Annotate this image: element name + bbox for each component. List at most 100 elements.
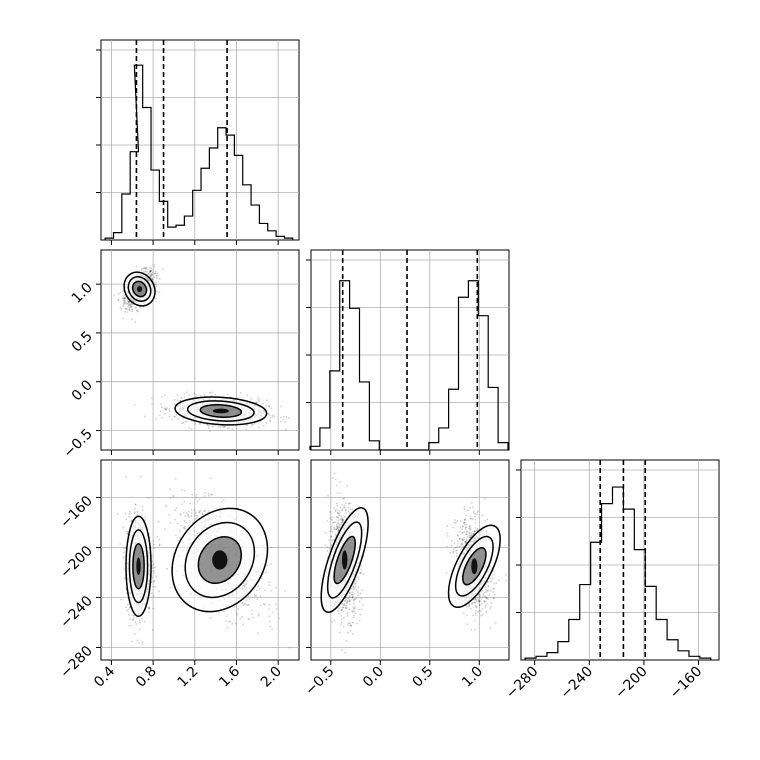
scatter-point (338, 510, 341, 512)
scatter-point (198, 498, 201, 501)
scatter-point (152, 563, 155, 566)
scatter-point (113, 294, 116, 297)
scatter-point (163, 528, 166, 530)
scatter-point (268, 584, 271, 587)
scatter-point (343, 506, 345, 508)
scatter-point (341, 507, 344, 510)
scatter-point (461, 528, 463, 531)
scatter-point (186, 512, 188, 515)
scatter-point (247, 618, 250, 621)
scatter-point (184, 515, 187, 518)
scatter-point (330, 528, 333, 531)
scatter-point (331, 516, 334, 519)
scatter-point (459, 520, 462, 522)
scatter-point (176, 522, 179, 525)
scatter-point (123, 577, 126, 580)
scatter-point (152, 569, 155, 572)
scatter-point (164, 504, 167, 507)
scatter-point (336, 523, 338, 526)
scatter-point (128, 306, 131, 309)
scatter-point (224, 425, 227, 428)
scatter-point (454, 521, 457, 524)
scatter-point (175, 414, 178, 416)
scatter-point (152, 595, 155, 597)
scatter-point (264, 589, 266, 592)
scatter-point (137, 310, 140, 313)
scatter-point (352, 632, 354, 635)
scatter-point (337, 528, 340, 531)
scatter-point (474, 612, 477, 615)
y-tick-label: −160 (57, 493, 96, 532)
scatter-point (151, 629, 154, 631)
panel-frame (100, 39, 300, 241)
scatter-point (204, 492, 207, 494)
scatter-point (156, 290, 158, 293)
scatter-point (158, 543, 161, 546)
scatter-point (344, 506, 346, 509)
x-tick-label: −240 (558, 664, 597, 703)
scatter-point (269, 416, 272, 419)
scatter-point (231, 623, 234, 625)
scatter-point (258, 587, 261, 590)
scatter-point (195, 493, 198, 496)
scatter-point (145, 267, 148, 270)
scatter-point (134, 321, 137, 324)
scatter-point (153, 571, 156, 574)
scatter-point (343, 602, 346, 605)
scatter-point (353, 599, 355, 602)
scatter-point (246, 394, 248, 397)
scatter-point (285, 415, 288, 418)
scatter-point (150, 269, 153, 272)
scatter-point (149, 270, 152, 273)
x-tick-label: −200 (612, 664, 651, 703)
scatter-point (150, 267, 153, 270)
scatter-point (344, 515, 346, 518)
scatter-points (113, 263, 290, 433)
scatter-point (355, 597, 358, 599)
scatter-point (119, 543, 122, 545)
scatter-point (163, 407, 166, 409)
scatter-point (207, 494, 210, 497)
scatter-point (124, 301, 127, 304)
scatter-point (126, 308, 129, 310)
scatter-point (156, 276, 158, 279)
scatter-point (352, 598, 355, 601)
scatter-point (125, 476, 128, 479)
scatter-point (493, 593, 496, 596)
scatter-point (265, 571, 267, 574)
scatter-point (360, 597, 363, 600)
scatter-point (351, 621, 354, 624)
scatter-point (341, 608, 343, 611)
p2-marginal-panel: −280 −240 −200 −160 (503, 459, 720, 703)
scatter-point (449, 551, 452, 554)
scatter-point (231, 428, 234, 431)
scatter-point (201, 513, 204, 515)
scatter-point (480, 614, 483, 617)
scatter-point (149, 270, 152, 273)
scatter-point (127, 300, 130, 303)
scatter-point (344, 607, 347, 610)
scatter-point (122, 526, 125, 529)
scatter-point (345, 606, 348, 609)
scatter-point (341, 509, 344, 512)
scatter-point (183, 392, 186, 395)
scatter-point (282, 418, 284, 421)
scatter-point (174, 518, 176, 521)
scatter-point (145, 271, 148, 273)
scatter-point (337, 492, 339, 494)
x-tick-label: 1.0 (459, 664, 486, 691)
scatter-point (207, 509, 210, 512)
scatter-point (131, 619, 134, 622)
scatter-point (340, 515, 343, 518)
scatter-point (268, 405, 271, 408)
scatter-point (125, 530, 127, 533)
scatter-point (181, 422, 183, 425)
scatter-point (357, 578, 360, 581)
scatter-point (141, 641, 144, 644)
scatter-point (153, 276, 156, 279)
scatter-point (150, 273, 153, 275)
scatter-point (353, 587, 356, 590)
scatter-point (210, 394, 213, 397)
scatter-point (188, 394, 191, 397)
scatter-point (194, 393, 197, 396)
